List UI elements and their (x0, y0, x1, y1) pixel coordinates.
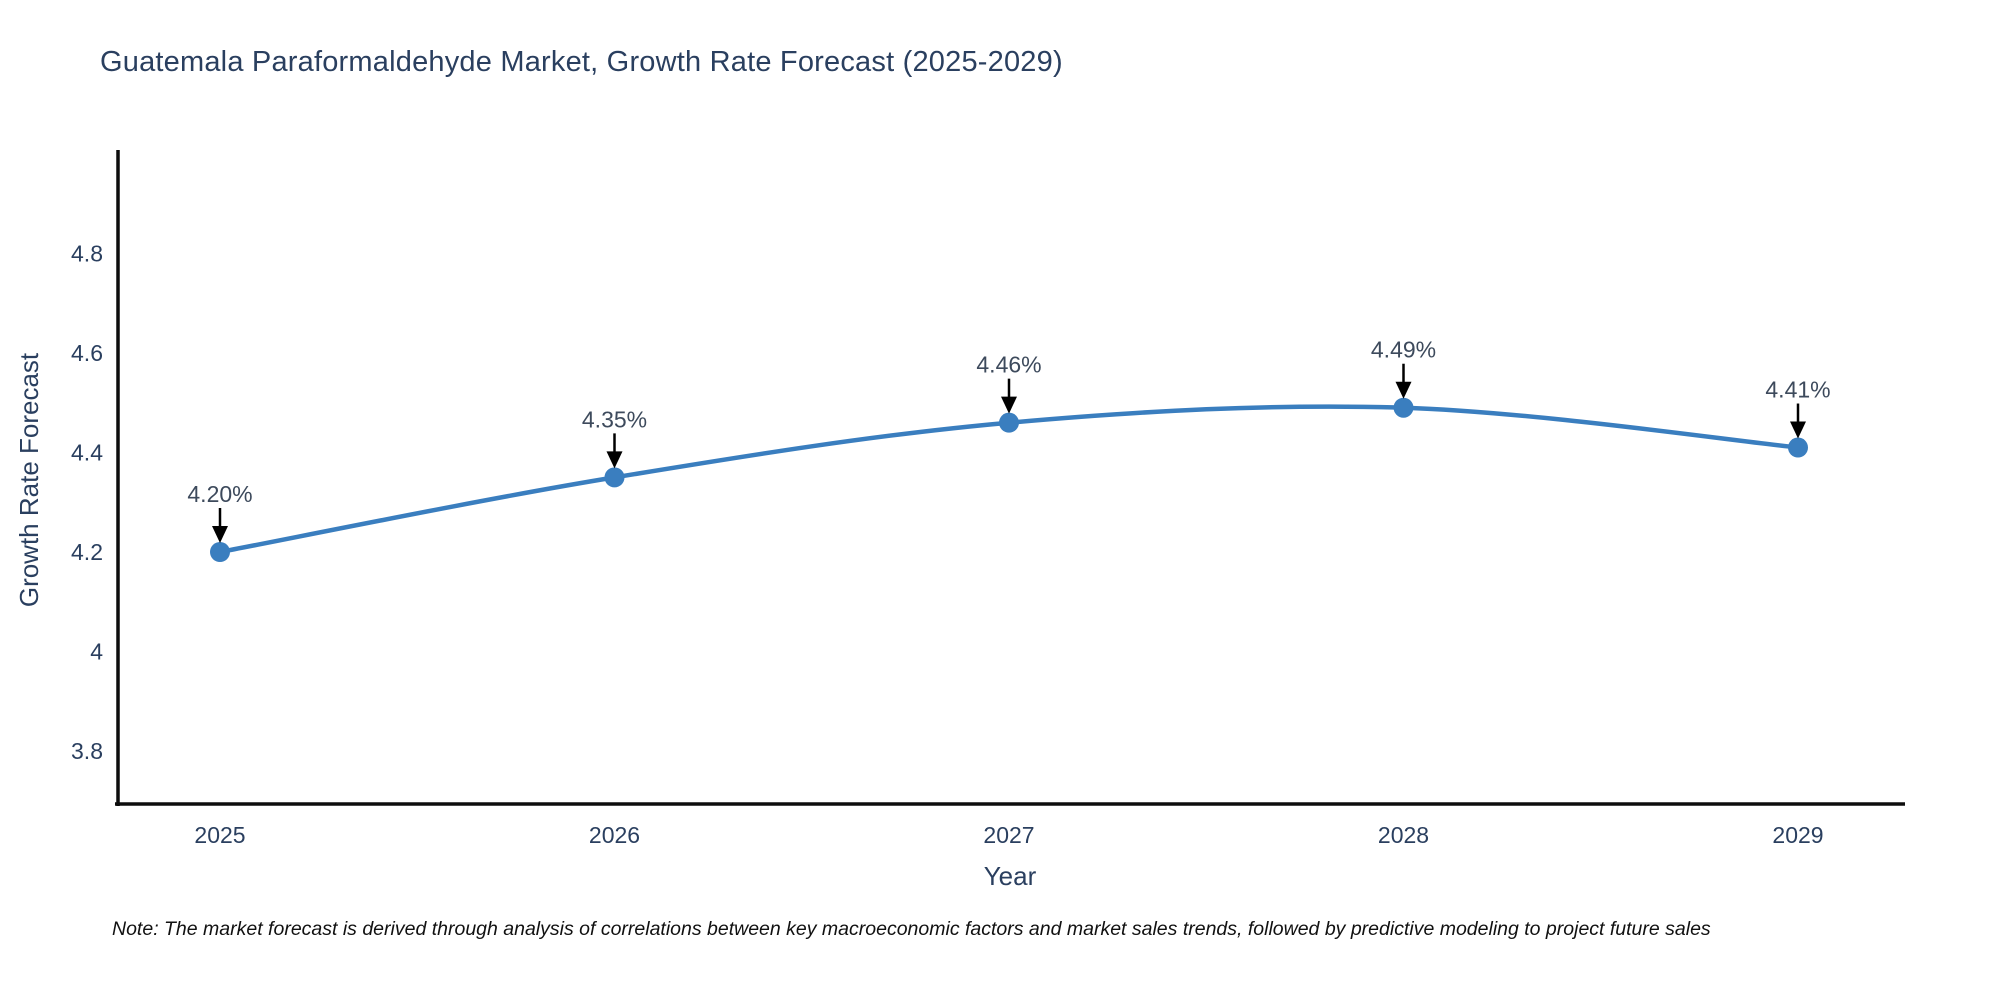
y-tick-label: 4.6 (71, 340, 103, 366)
data-point-marker (1393, 397, 1414, 418)
data-point-marker (604, 467, 625, 488)
y-tick-label: 4 (90, 639, 103, 665)
annotation-arrowhead (606, 451, 623, 469)
y-tick-label: 4.8 (71, 241, 103, 267)
x-tick-label: 2029 (1772, 822, 1823, 848)
data-point-label: 4.35% (582, 406, 647, 432)
data-point-marker (999, 412, 1019, 433)
x-tick-label: 2026 (589, 822, 640, 848)
x-axis-title: Year (984, 861, 1037, 891)
data-point-marker (1788, 437, 1808, 458)
y-tick-label: 4.4 (71, 440, 103, 466)
annotation-arrowhead (1395, 381, 1412, 399)
annotation-arrowhead (212, 526, 228, 543)
chart-title: Guatemala Paraformaldehyde Market, Growt… (100, 46, 1063, 78)
data-point-label: 4.49% (1371, 337, 1436, 363)
y-tick-label: 4.2 (71, 539, 103, 565)
data-point-label: 4.20% (187, 481, 252, 507)
annotation-arrowhead (1790, 421, 1806, 439)
y-axis-title: Growth Rate Forecast (14, 352, 44, 607)
x-tick-label: 2028 (1378, 822, 1429, 848)
annotation-arrowhead (1001, 396, 1017, 414)
data-point-label: 4.41% (1765, 377, 1830, 403)
footnote: Note: The market forecast is derived thr… (112, 918, 1711, 940)
data-point-label: 4.46% (976, 352, 1041, 378)
x-tick-label: 2027 (983, 822, 1034, 848)
y-tick-label: 3.8 (71, 738, 103, 764)
data-point-marker (210, 542, 230, 562)
x-tick-label: 2025 (194, 822, 245, 848)
